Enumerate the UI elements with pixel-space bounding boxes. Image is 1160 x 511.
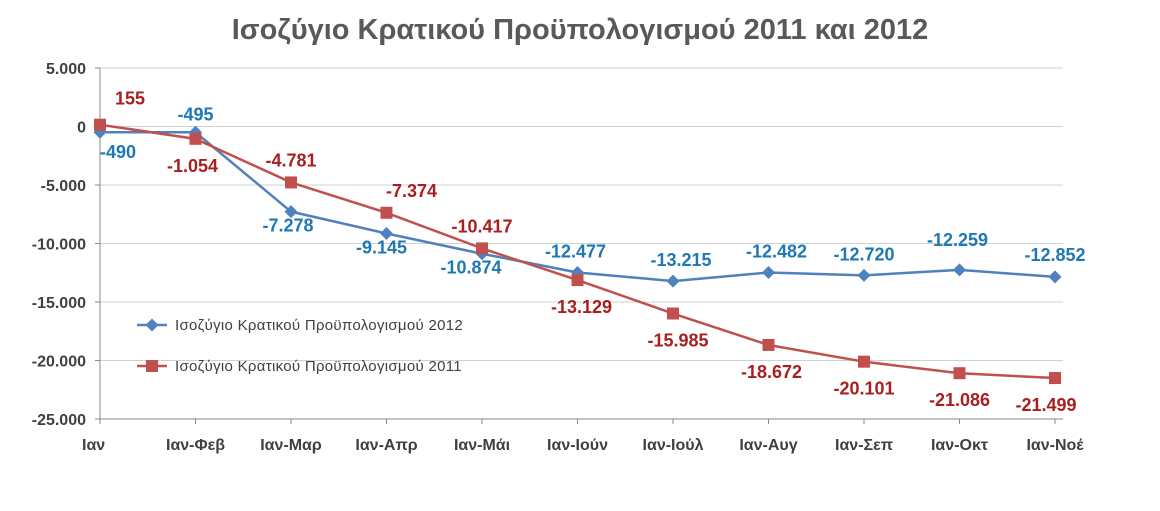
x-tick-label: Ιαν-Οκτ — [931, 437, 988, 454]
point-marker — [953, 263, 966, 277]
x-tick-label: Ιαν-Σεπ — [835, 437, 893, 454]
x-tick-label: Ιαν — [82, 437, 105, 454]
point-marker — [380, 226, 393, 240]
point-marker — [284, 205, 298, 219]
x-axis-ticks: Ιαν Ιαν-Φεβ Ιαν-Μαρ Ιαν-Απρ Ιαν-Μάι Ιαν-Ιούν Ι… — [82, 419, 1084, 454]
point-marker — [1049, 372, 1061, 385]
data-label: -495 — [177, 104, 213, 124]
data-label: -12.852 — [1024, 245, 1085, 265]
data-label: -20.101 — [833, 379, 894, 399]
data-label: -12.259 — [927, 230, 988, 250]
point-marker — [285, 176, 297, 189]
data-label: -10.417 — [451, 216, 512, 236]
point-marker — [953, 367, 966, 380]
legend-entry: Ισοζύγιο Κρατικού Προϋπολογισμού 2011 — [175, 358, 462, 375]
data-label: -9.145 — [356, 237, 407, 257]
legend: Ισοζύγιο Κρατικού Προϋπολογισμού 2012 Ισο… — [137, 317, 463, 375]
data-label: -7.374 — [386, 181, 437, 201]
data-label: -12.477 — [545, 241, 606, 261]
point-marker — [571, 274, 584, 287]
point-marker — [667, 307, 679, 320]
point-marker — [666, 274, 680, 288]
data-label: -15.985 — [647, 331, 708, 351]
data-label: -13.215 — [650, 250, 711, 270]
point-marker — [94, 118, 106, 131]
point-marker — [858, 355, 870, 368]
x-tick-label: Ιαν-Φεβ — [166, 437, 225, 454]
point-marker — [762, 266, 775, 280]
data-label: -13.129 — [551, 297, 612, 317]
legend-entry: Ισοζύγιο Κρατικού Προϋπολογισμού 2012 — [175, 317, 463, 334]
data-label: -10.874 — [440, 258, 501, 278]
point-marker — [476, 242, 488, 255]
y-tick-label: -20.000 — [32, 354, 86, 371]
y-axis-ticks: 5.000 0 -5.000 -10.000 -15.000 -20.000 -25.000 — [32, 61, 100, 429]
data-label: -18.672 — [741, 362, 802, 382]
data-label: 155 — [115, 89, 145, 109]
y-tick-label: -15.000 — [32, 295, 86, 312]
legend-marker — [146, 360, 158, 372]
y-tick-label: -25.000 — [32, 412, 86, 429]
point-marker — [189, 132, 202, 145]
x-tick-label: Ιαν-Ιούν — [547, 437, 608, 454]
point-marker — [857, 268, 871, 282]
x-tick-label: Ιαν-Απρ — [355, 437, 417, 454]
data-label: -7.278 — [262, 216, 313, 236]
y-tick-label: 0 — [77, 120, 86, 137]
point-marker — [1048, 270, 1062, 284]
data-label: -12.482 — [746, 242, 807, 262]
y-tick-label: -5.000 — [41, 178, 86, 195]
y-tick-label: 5.000 — [46, 61, 86, 78]
data-label: -1.054 — [167, 156, 218, 176]
y-tick-label: -10.000 — [32, 237, 86, 254]
data-label: -21.499 — [1015, 395, 1076, 415]
data-label: -12.720 — [833, 244, 894, 264]
x-tick-label: Ιαν-Μαρ — [260, 437, 322, 454]
legend-marker — [145, 318, 159, 332]
point-marker — [762, 338, 775, 351]
x-tick-label: Ιαν-Νοέ — [1026, 437, 1084, 454]
x-tick-label: Ιαν-Αυγ — [739, 437, 797, 454]
x-tick-label: Ιαν-Ιούλ — [643, 437, 704, 454]
x-tick-label: Ιαν-Μάι — [454, 437, 510, 454]
series-group — [93, 118, 1062, 385]
data-labels: -490 -495 -7.278 -9.145 -10.874 -12.477 -13.21… — [100, 89, 1086, 415]
data-label: -21.086 — [929, 390, 990, 410]
point-marker — [380, 206, 393, 219]
data-label: -4.781 — [265, 150, 316, 170]
chart-title: Ισοζύγιο Κρατικού Προϋπολογισμού 2011 κα… — [231, 14, 929, 46]
data-label: -490 — [100, 142, 136, 162]
